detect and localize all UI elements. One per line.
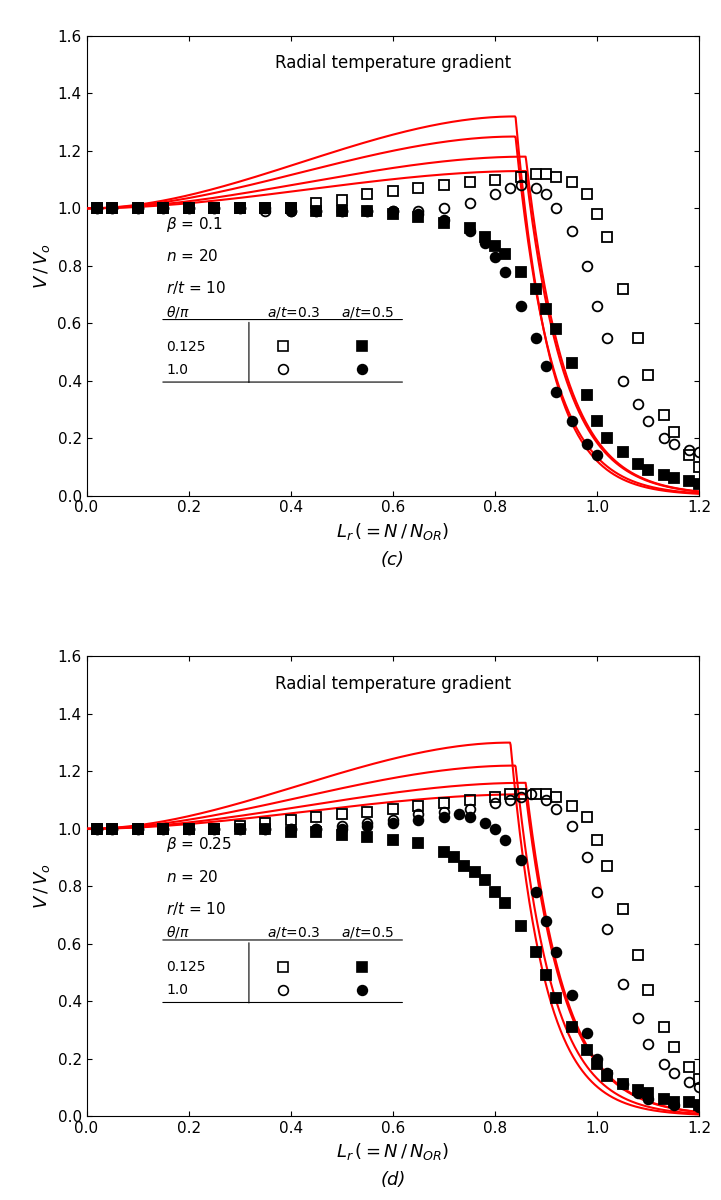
Text: $\theta/\pi$: $\theta/\pi$ (166, 304, 190, 320)
Text: $a/t$=0.3: $a/t$=0.3 (267, 305, 320, 320)
Text: $a/t$=0.5: $a/t$=0.5 (341, 925, 394, 941)
Text: $a/t$=0.3: $a/t$=0.3 (267, 925, 320, 941)
Text: Radial temperature gradient: Radial temperature gradient (275, 674, 511, 692)
Text: (d): (d) (380, 1171, 406, 1189)
Text: $a/t$=0.5: $a/t$=0.5 (341, 305, 394, 320)
Text: 1.0: 1.0 (166, 362, 188, 377)
Text: 1.0: 1.0 (166, 983, 188, 997)
Text: $r/t$ = 10: $r/t$ = 10 (166, 900, 226, 917)
X-axis label: $L_r\,(=N\,/\,N_{OR})$: $L_r\,(=N\,/\,N_{OR})$ (336, 521, 450, 542)
Text: $n$ = 20: $n$ = 20 (166, 248, 218, 264)
Text: $n$ = 20: $n$ = 20 (166, 869, 218, 884)
Text: 0.125: 0.125 (166, 960, 205, 974)
Y-axis label: $V\,/\,V_o$: $V\,/\,V_o$ (32, 242, 52, 289)
Text: (c): (c) (381, 551, 405, 569)
Text: 0.125: 0.125 (166, 340, 205, 354)
Text: $\theta/\pi$: $\theta/\pi$ (166, 924, 190, 941)
Text: $\beta$ = 0.1: $\beta$ = 0.1 (166, 215, 224, 234)
Text: $r/t$ = 10: $r/t$ = 10 (166, 280, 226, 296)
Text: $\beta$ = 0.25: $\beta$ = 0.25 (166, 835, 232, 854)
Y-axis label: $V\,/\,V_o$: $V\,/\,V_o$ (32, 863, 52, 910)
Text: Radial temperature gradient: Radial temperature gradient (275, 54, 511, 72)
X-axis label: $L_r\,(=N\,/\,N_{OR})$: $L_r\,(=N\,/\,N_{OR})$ (336, 1141, 450, 1163)
